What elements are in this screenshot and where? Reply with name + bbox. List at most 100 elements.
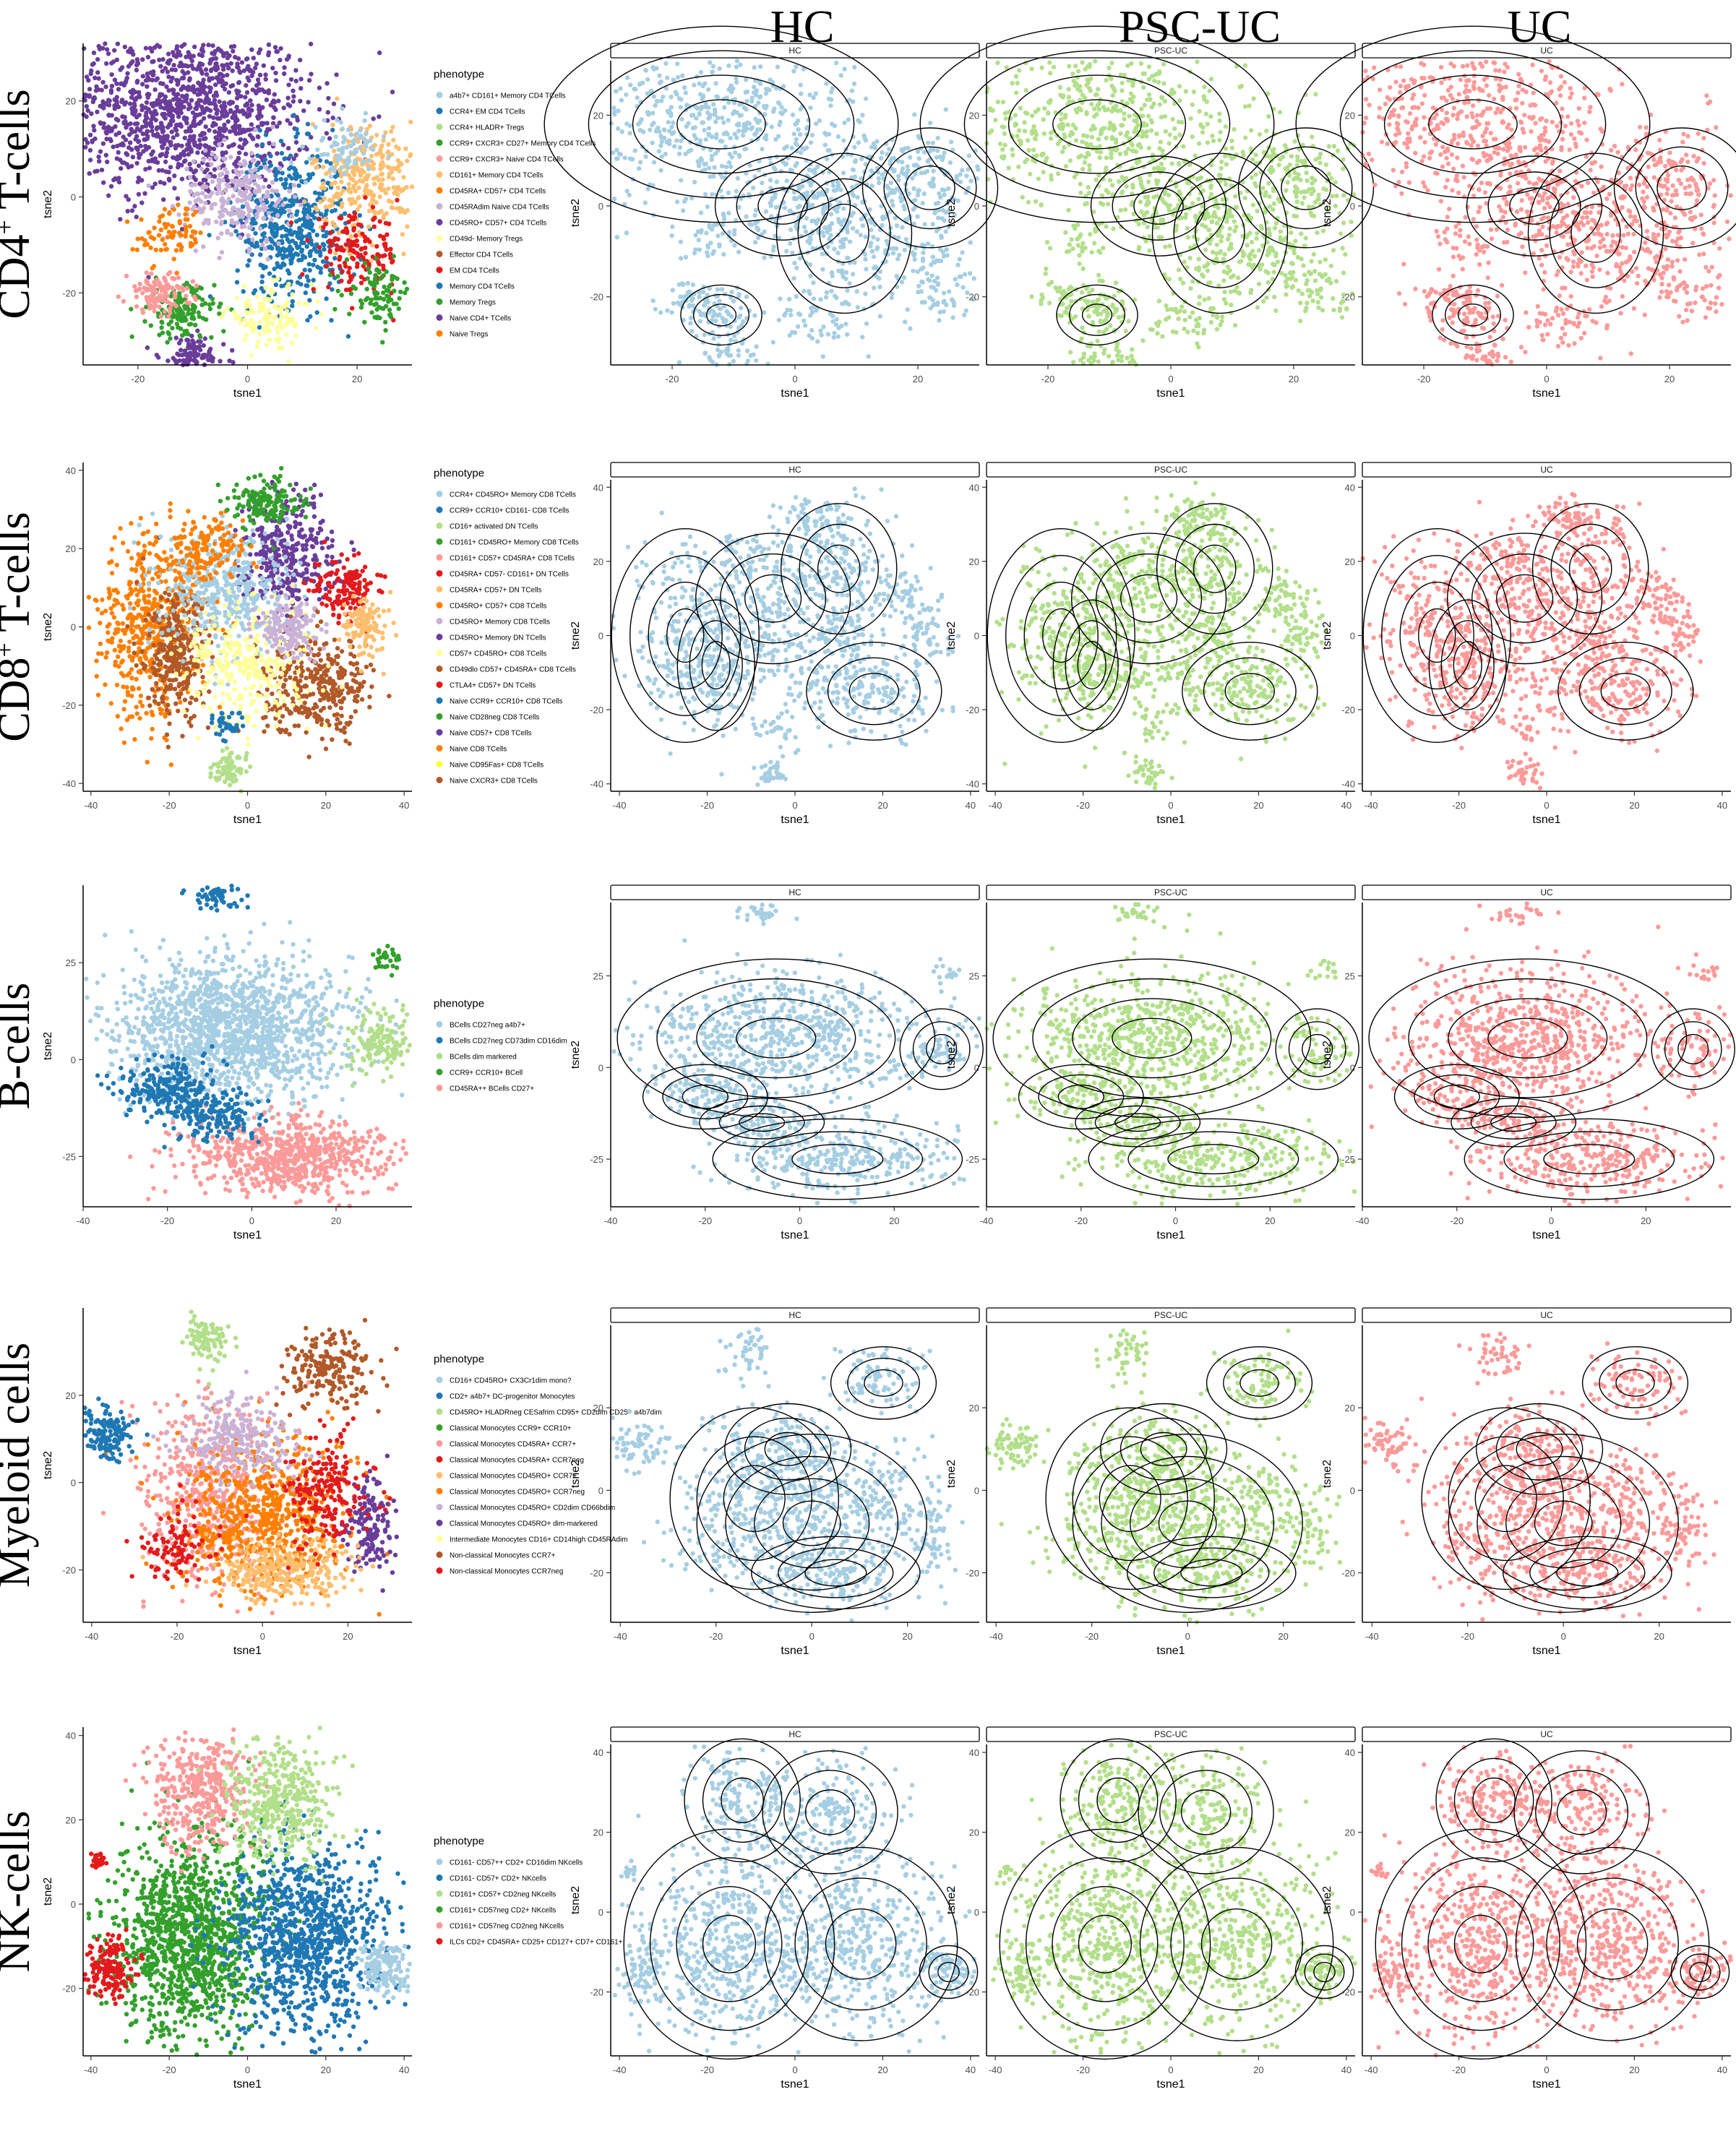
legend-swatch [437, 139, 443, 146]
cell-point [157, 233, 161, 237]
cell-point [853, 160, 857, 164]
cell-point [324, 296, 328, 301]
cell-point [95, 110, 99, 114]
cell-point [223, 82, 228, 86]
cell-point [221, 53, 225, 58]
overview-x-tick-label: 20 [352, 374, 362, 384]
cell-point [218, 72, 222, 76]
cell-point [390, 125, 395, 129]
cell-point [278, 161, 283, 165]
cell-point [317, 217, 322, 221]
cell-point [151, 133, 155, 137]
cell-point [326, 110, 330, 114]
cell-point [314, 165, 318, 170]
cell-point [679, 178, 683, 182]
legend-label: CD45RA+ CD57+ CD4 TCells [450, 188, 546, 196]
cell-point [744, 107, 748, 111]
legend-swatch [437, 298, 443, 305]
cell-point [325, 131, 329, 135]
cell-point [638, 160, 643, 164]
cell-point [264, 205, 268, 210]
cell-point [290, 232, 294, 236]
cell-point [702, 162, 706, 166]
cell-point [378, 219, 382, 223]
cell-point [212, 283, 216, 288]
cell-point [144, 147, 148, 152]
cell-point [236, 156, 241, 160]
cell-point [363, 261, 367, 265]
cell-point [304, 180, 308, 184]
cell-point [707, 132, 711, 137]
cell-point [168, 79, 173, 83]
cell-point [349, 202, 353, 206]
cell-point [218, 180, 222, 184]
cell-point [100, 99, 105, 103]
cell-point [100, 88, 104, 92]
cell-point [294, 219, 298, 223]
cell-point [346, 270, 351, 275]
cell-point [176, 275, 181, 280]
cell-point [244, 332, 249, 337]
cell-point [148, 246, 152, 250]
cell-point [155, 77, 160, 81]
cell-point [384, 270, 389, 274]
cell-point [267, 51, 271, 55]
cell-point [244, 83, 248, 87]
cell-point [264, 323, 268, 327]
cell-point [194, 358, 198, 363]
cell-point [215, 116, 220, 121]
cell-point [214, 68, 218, 72]
cell-point [189, 147, 193, 152]
cell-point [180, 63, 184, 67]
legend-swatch [437, 330, 443, 337]
cell-point [677, 152, 682, 156]
cell-point [346, 155, 351, 160]
cell-point [222, 137, 226, 142]
cell-point [661, 95, 665, 99]
cell-point [296, 258, 301, 262]
cell-point [720, 139, 724, 143]
cell-point [203, 301, 207, 306]
cell-point [617, 152, 622, 156]
cell-point [201, 43, 205, 47]
legend-label: CD161+ Memory CD4 TCells [450, 172, 543, 180]
cell-point [391, 176, 395, 181]
cell-point [130, 247, 134, 251]
cell-point [275, 151, 279, 155]
cell-point [202, 343, 206, 348]
cell-point [134, 98, 138, 102]
cell-point [258, 262, 262, 267]
cell-point [864, 267, 868, 271]
cell-point [179, 233, 183, 237]
cell-point [86, 78, 90, 82]
cell-point [353, 148, 357, 152]
cell-point [706, 116, 710, 121]
cell-point [246, 233, 250, 238]
cell-point [288, 103, 292, 108]
cell-point [179, 314, 183, 319]
cell-point [253, 231, 257, 236]
cell-point [373, 296, 377, 301]
cell-point [265, 239, 269, 244]
legend-swatch [437, 235, 443, 241]
cell-point [172, 207, 176, 212]
cell-point [265, 190, 270, 194]
cell-point [347, 182, 351, 186]
cell-point [758, 82, 762, 86]
cell-point [381, 138, 385, 142]
cell-point [676, 75, 680, 79]
cell-point [129, 335, 134, 339]
cell-point [264, 77, 268, 82]
cell-point [185, 286, 189, 290]
cell-point [106, 51, 111, 56]
cell-point [144, 111, 148, 115]
cell-point [184, 233, 188, 238]
cell-point [116, 118, 120, 122]
cell-point [306, 132, 311, 136]
cell-point [172, 53, 176, 58]
cell-point [170, 326, 174, 330]
cell-point [254, 83, 259, 87]
cell-point [638, 128, 643, 132]
cell-point [229, 232, 233, 236]
cell-point [320, 191, 325, 196]
